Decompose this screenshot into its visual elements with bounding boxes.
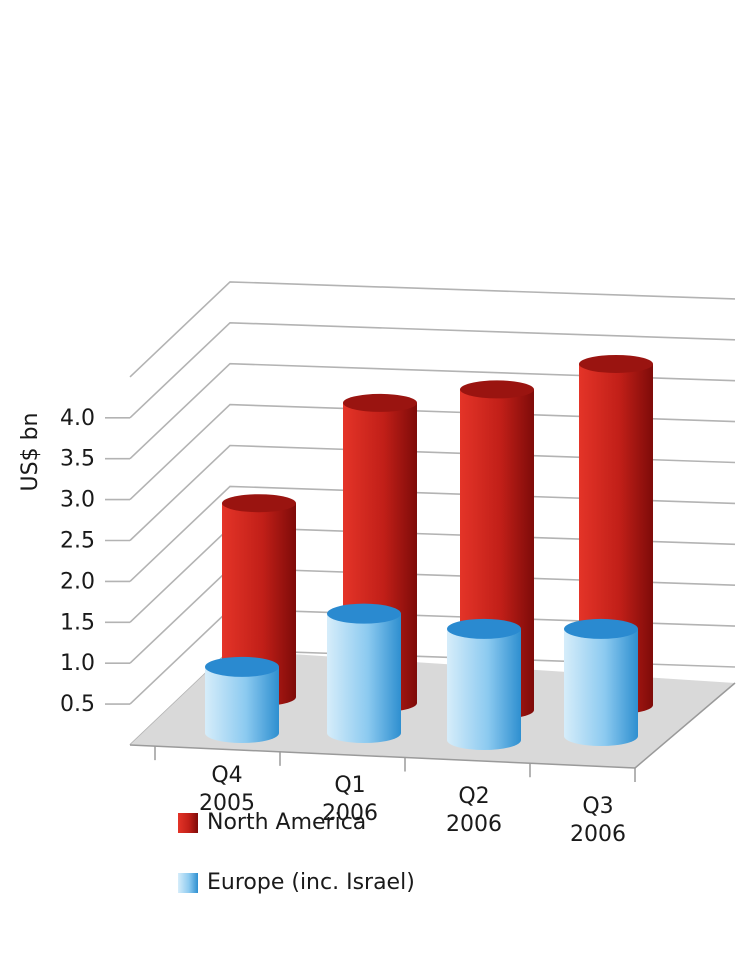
y-tick-label: 4.0	[60, 406, 95, 431]
y-tick-label: 2.0	[60, 569, 95, 594]
gridline	[129, 281, 736, 378]
gridline	[129, 403, 736, 501]
bar-north-america-top	[460, 380, 534, 399]
x-category-label: Q2	[458, 784, 489, 809]
y-tick-label: 1.5	[60, 610, 95, 635]
y-tick-label: 0.5	[60, 692, 95, 717]
axes	[129, 682, 736, 782]
y-tick-label: 2.5	[60, 529, 95, 554]
bars	[205, 354, 653, 750]
gridline	[129, 321, 736, 419]
bar-europe-top	[205, 656, 279, 677]
x-category-year: 2006	[570, 822, 626, 847]
legend-swatch-europe	[178, 872, 198, 893]
bar-europe	[447, 618, 521, 750]
bar-europe	[564, 618, 638, 746]
gridline	[129, 362, 736, 460]
legend-item-europe: Europe (inc. Israel)	[178, 870, 415, 895]
bar-europe	[205, 656, 279, 743]
right-floor-edge	[634, 682, 736, 769]
gridlines	[129, 281, 736, 746]
bar-north-america	[222, 494, 296, 706]
bar-europe-top	[447, 618, 521, 639]
x-category-year: 2006	[322, 801, 378, 826]
bar-europe-top	[327, 603, 401, 624]
legend-label-europe: Europe (inc. Israel)	[207, 870, 415, 895]
bar-north-america-top	[222, 494, 296, 513]
x-category-label: Q4	[211, 763, 242, 788]
gridline	[129, 485, 736, 582]
y-axis-label: US$ bn	[18, 413, 43, 492]
y-tick-label: 1.0	[60, 651, 95, 676]
bar-europe	[327, 603, 401, 743]
y-tick-labels: 0.5 1.0 1.5 2.0 2.5 3.0 3.5 4.0	[60, 406, 130, 717]
bar-europe-body	[447, 628, 521, 750]
bar-north-america-body	[222, 503, 296, 706]
legend-item-north-america: North America	[178, 810, 366, 835]
y-tick-label: 3.0	[60, 488, 95, 513]
bar-europe-top	[564, 618, 638, 639]
y-tick-label: 3.5	[60, 447, 95, 472]
x-category-year: 2006	[446, 812, 502, 837]
bar-europe-body	[205, 666, 279, 743]
x-axis-line	[129, 744, 636, 769]
legend-swatch-north-america	[178, 812, 198, 833]
x-category-year: 2005	[199, 791, 255, 816]
bar-north-america-top	[343, 393, 417, 412]
legend-label-north-america: North America	[207, 810, 367, 835]
gridline	[129, 444, 736, 542]
x-category-labels: Q4 2005 Q1 2006 Q2 2006 Q3 2006	[199, 763, 626, 847]
x-category-label: Q3	[582, 794, 613, 819]
x-category-label: Q1	[334, 773, 365, 798]
bar-north-america-top	[579, 354, 653, 373]
bar-europe-body	[327, 613, 401, 743]
bar-europe-body	[564, 628, 638, 746]
